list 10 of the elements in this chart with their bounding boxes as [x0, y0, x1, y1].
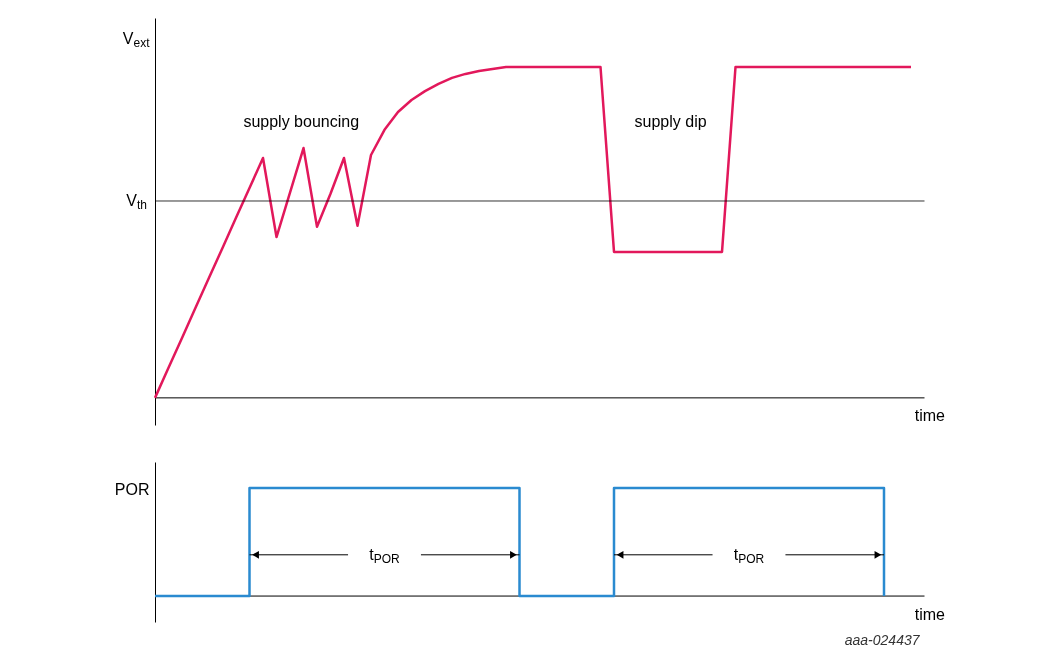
annotation: t$_{POR}$ — [369, 545, 401, 566]
text: aaa-024437 — [844, 632, 921, 648]
ref-line-label: V$_{th}$ — [126, 191, 147, 212]
y-axis-title: V$_{ext}$ — [122, 29, 151, 50]
y-axis-title: POR — [114, 481, 150, 499]
x-axis-title: time — [914, 605, 946, 623]
annotation: supply dip — [634, 113, 707, 130]
x-axis-title: time — [914, 407, 946, 425]
annotation: t$_{POR}$ — [733, 545, 765, 566]
annotation: supply bouncing — [243, 113, 360, 130]
